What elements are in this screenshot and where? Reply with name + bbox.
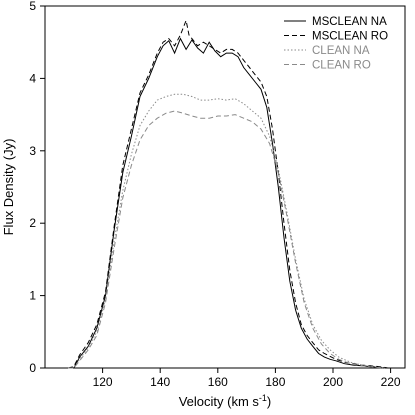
plot-frame bbox=[44, 5, 406, 369]
x-tick-label: 120 bbox=[93, 375, 113, 389]
y-tick-label: 3 bbox=[29, 144, 36, 158]
series-line-msclean-na bbox=[68, 37, 388, 369]
y-axis-title: Flux Density (Jy) bbox=[1, 139, 16, 236]
series-lines bbox=[67, 18, 388, 369]
x-axis-title-text: Velocity (km s bbox=[179, 394, 260, 409]
series-line-msclean-ro bbox=[67, 18, 388, 369]
y-tick-label: 4 bbox=[29, 71, 36, 85]
y-tick-label: 5 bbox=[29, 0, 36, 13]
x-tick-label: 160 bbox=[208, 375, 228, 389]
series-line-clean-na bbox=[68, 93, 385, 369]
legend-label: CLEAN NA bbox=[312, 45, 370, 57]
series-line-clean-ro bbox=[68, 110, 385, 369]
x-tick-label: 220 bbox=[381, 375, 401, 389]
legend-label: MSCLEAN RO bbox=[312, 31, 388, 43]
x-axis-title-superscript: -1 bbox=[259, 393, 267, 403]
y-tick-label: 1 bbox=[29, 289, 36, 303]
x-axis-ticks: 120 140 160 180 200 220 bbox=[93, 368, 401, 389]
x-axis-title-close: ) bbox=[267, 394, 271, 409]
y-tick-label: 2 bbox=[29, 216, 36, 230]
x-tick-label: 140 bbox=[150, 375, 170, 389]
y-axis-ticks: 0 1 2 3 4 5 bbox=[29, 0, 45, 375]
legend-label: MSCLEAN NA bbox=[312, 16, 387, 28]
y-tick-label: 0 bbox=[29, 361, 36, 375]
x-axis-title: Velocity (km s-1) bbox=[179, 393, 272, 409]
legend-label: CLEAN RO bbox=[312, 60, 371, 72]
x-tick-label: 200 bbox=[323, 375, 343, 389]
legend: MSCLEAN NA MSCLEAN RO CLEAN NA CLEAN RO bbox=[284, 16, 388, 72]
x-tick-label: 180 bbox=[265, 375, 285, 389]
